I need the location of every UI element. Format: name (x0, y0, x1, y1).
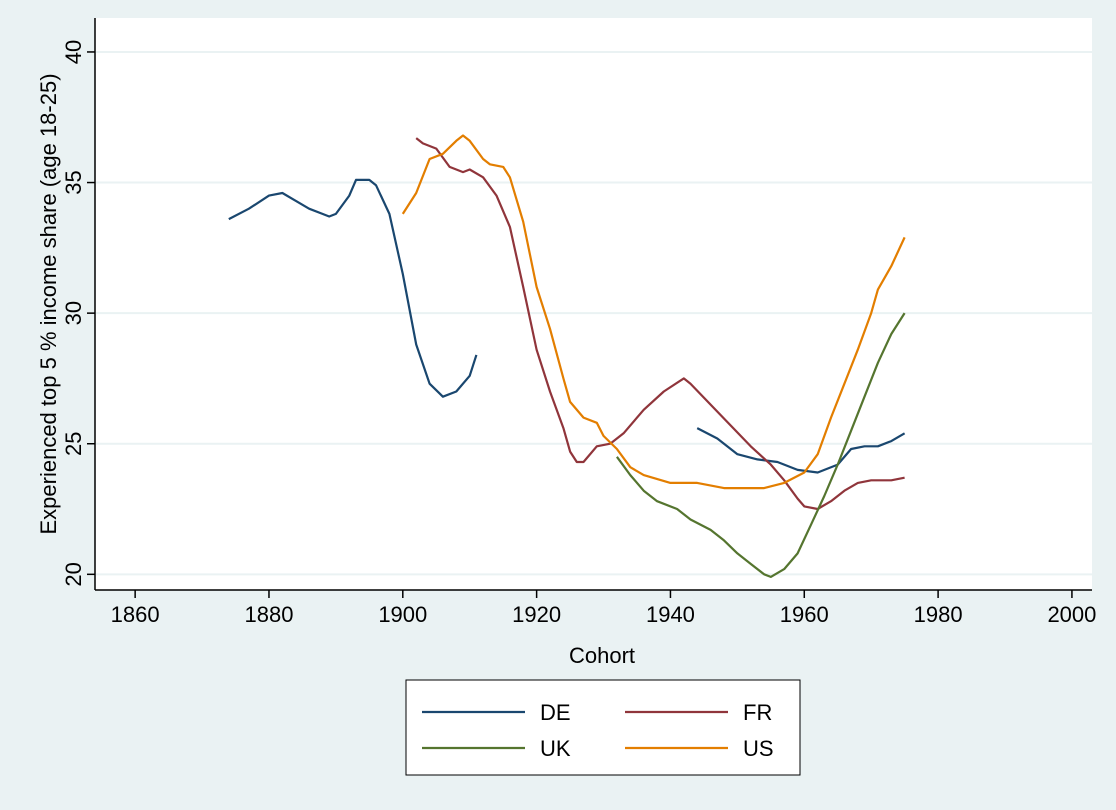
y-axis-title: Experienced top 5 % income share (age 18… (36, 73, 61, 534)
legend-label: US (743, 736, 774, 761)
legend-label: DE (540, 700, 571, 725)
y-tick-label: 30 (61, 301, 86, 325)
y-tick-label: 35 (61, 170, 86, 194)
x-tick-label: 1900 (378, 602, 427, 627)
legend-label: UK (540, 736, 571, 761)
y-tick-label: 20 (61, 562, 86, 586)
x-tick-label: 1940 (646, 602, 695, 627)
y-tick-label: 25 (61, 431, 86, 455)
x-tick-label: 1920 (512, 602, 561, 627)
line-series (228, 178, 906, 474)
y-tick-label: 40 (61, 40, 86, 64)
x-tick-label: 1860 (111, 602, 160, 627)
legend-label: FR (743, 700, 772, 725)
plot-area (95, 18, 1092, 590)
line-series (616, 312, 906, 578)
x-tick-label: 1960 (780, 602, 829, 627)
legend (405, 679, 801, 776)
x-tick-label: 1880 (244, 602, 293, 627)
x-axis-title: Cohort (569, 643, 635, 668)
x-tick-label: 1980 (914, 602, 963, 627)
line-series (401, 134, 906, 490)
x-tick-label: 2000 (1047, 602, 1096, 627)
